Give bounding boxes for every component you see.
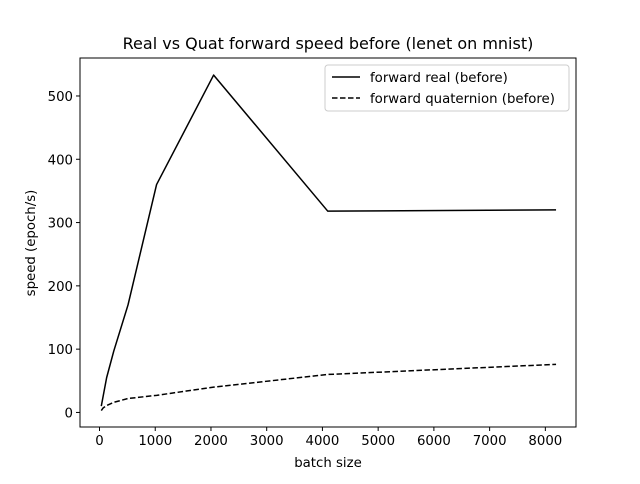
x-tick-label: 6000 [417,434,451,449]
series-lines [100,74,557,411]
y-axis-ticks: 0 100 200 300 400 500 [48,90,80,421]
x-tick-label: 8000 [528,434,562,449]
legend: forward real (before) forward quaternion … [324,64,570,112]
x-tick-label: 5000 [361,434,395,449]
x-tick-label: 2000 [194,434,228,449]
plot-area: 0 1000 2000 3000 4000 5000 6000 7000 8000 0 100 20… [48,57,577,449]
x-axis-label: batch size [294,456,362,471]
legend-entry-label: forward real (before) [370,71,508,86]
y-tick-label: 200 [48,280,73,295]
x-tick-label: 7000 [473,434,507,449]
y-tick-label: 100 [48,343,73,358]
y-tick-label: 300 [48,217,73,232]
y-axis-label: speed (epoch/s) [24,190,39,297]
legend-entry-label: forward quaternion (before) [370,92,555,107]
legend-box [324,64,570,112]
chart-title: Real vs Quat forward speed before (lenet… [123,34,534,53]
x-tick-label: 3000 [250,434,284,449]
series-line-forward-real [100,74,557,407]
y-tick-label: 400 [48,153,73,168]
y-tick-label: 0 [65,406,73,421]
series-line-forward-quaternion [100,363,557,411]
x-tick-label: 0 [95,434,103,449]
axes-frame [79,57,577,428]
y-tick-label: 500 [48,90,73,105]
x-tick-label: 4000 [306,434,340,449]
x-tick-label: 1000 [138,434,172,449]
x-axis-ticks: 0 1000 2000 3000 4000 5000 6000 7000 8000 [95,427,562,449]
